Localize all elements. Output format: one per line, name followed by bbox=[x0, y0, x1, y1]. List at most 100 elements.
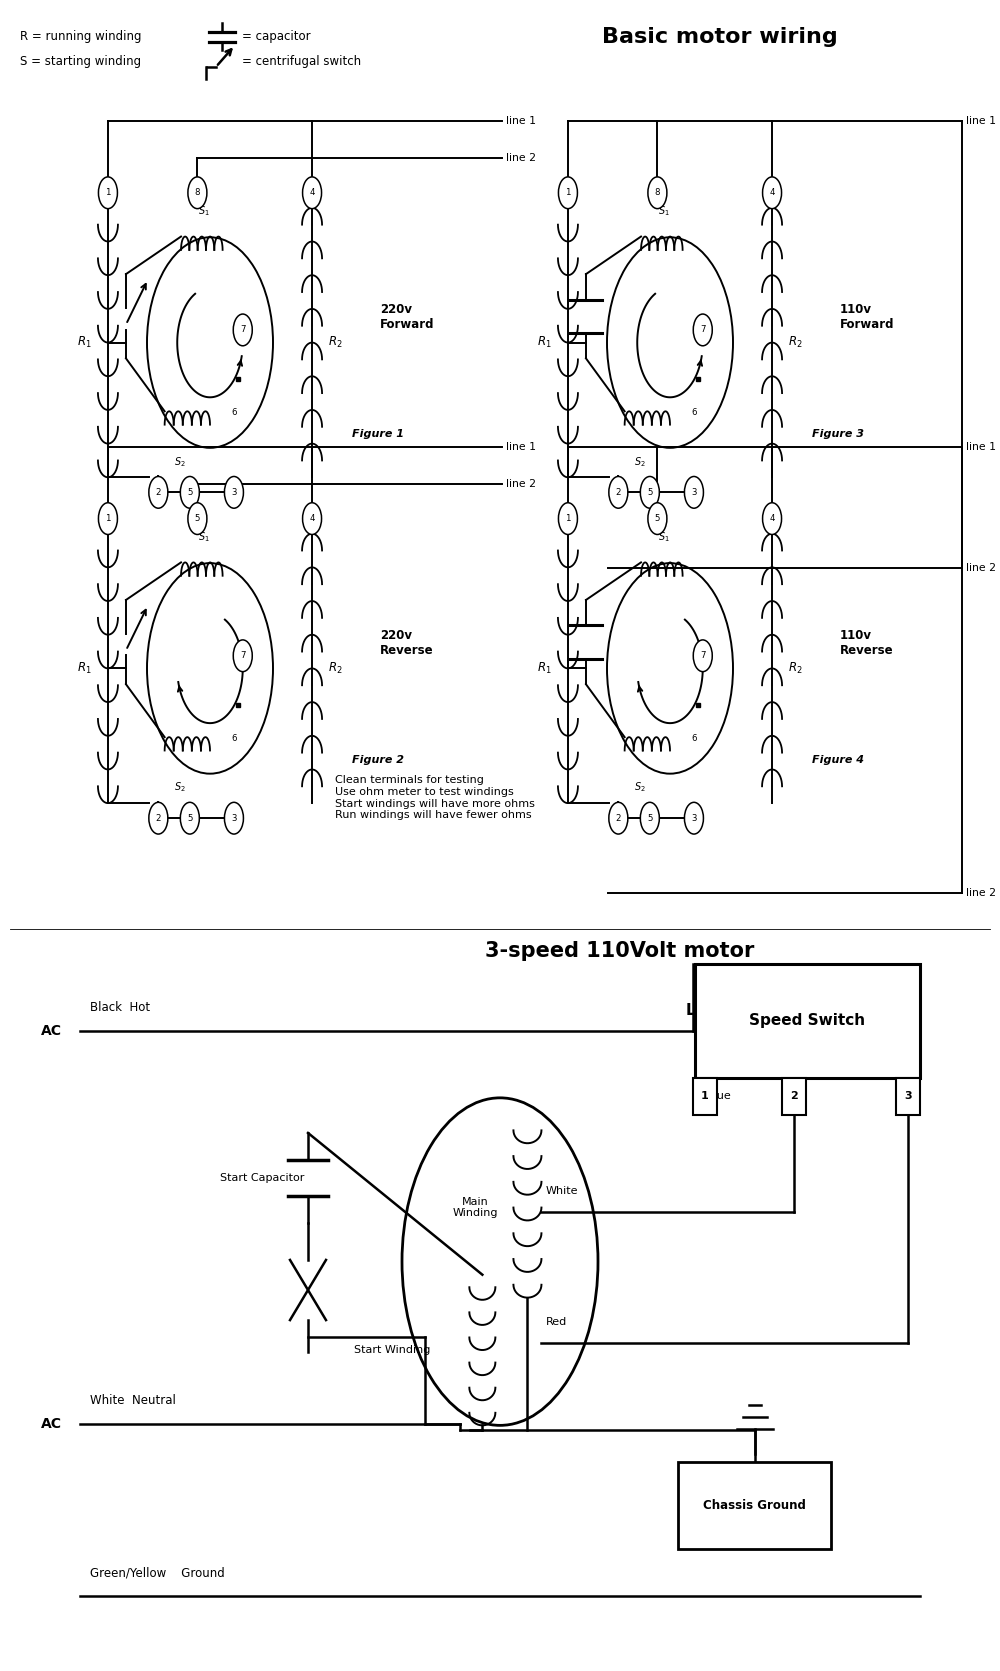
Text: L: L bbox=[686, 1003, 696, 1018]
Text: Green/Yellow    Ground: Green/Yellow Ground bbox=[90, 1566, 225, 1579]
Text: $S_2$: $S_2$ bbox=[174, 780, 186, 794]
Circle shape bbox=[149, 802, 168, 834]
Text: $R_1$: $R_1$ bbox=[537, 334, 552, 351]
Circle shape bbox=[558, 503, 577, 535]
Text: Figure 2: Figure 2 bbox=[352, 755, 404, 765]
Circle shape bbox=[98, 177, 117, 209]
Text: 7: 7 bbox=[700, 652, 706, 660]
Text: Start Winding: Start Winding bbox=[354, 1345, 431, 1355]
Text: Basic motor wiring: Basic motor wiring bbox=[602, 27, 838, 47]
Text: Speed Switch: Speed Switch bbox=[749, 1014, 866, 1028]
Circle shape bbox=[188, 177, 207, 209]
Circle shape bbox=[684, 476, 703, 508]
Circle shape bbox=[763, 177, 782, 209]
Text: line 2: line 2 bbox=[506, 478, 536, 488]
Text: 1: 1 bbox=[565, 515, 571, 523]
Circle shape bbox=[224, 802, 243, 834]
Text: $S_2$: $S_2$ bbox=[174, 455, 186, 468]
Text: line 2: line 2 bbox=[966, 563, 996, 573]
Text: Main
Winding: Main Winding bbox=[453, 1196, 498, 1218]
Circle shape bbox=[233, 640, 252, 672]
Text: 3: 3 bbox=[691, 488, 697, 496]
Circle shape bbox=[684, 802, 703, 834]
Text: R = running winding: R = running winding bbox=[20, 30, 142, 43]
Text: Blue: Blue bbox=[707, 1091, 732, 1101]
Circle shape bbox=[303, 503, 322, 535]
Circle shape bbox=[640, 476, 659, 508]
Text: 4: 4 bbox=[309, 189, 315, 197]
Text: Start Capacitor: Start Capacitor bbox=[220, 1173, 304, 1183]
Text: 220v
Reverse: 220v Reverse bbox=[380, 630, 434, 657]
Text: Red: Red bbox=[545, 1317, 567, 1327]
Text: 3: 3 bbox=[904, 1091, 912, 1101]
Circle shape bbox=[693, 640, 712, 672]
Circle shape bbox=[693, 314, 712, 346]
Text: 110v
Reverse: 110v Reverse bbox=[840, 630, 894, 657]
Text: 110v
Forward: 110v Forward bbox=[840, 304, 895, 331]
Text: 8: 8 bbox=[655, 189, 660, 197]
Text: 6: 6 bbox=[692, 734, 697, 742]
Text: $R_1$: $R_1$ bbox=[77, 660, 92, 677]
Text: 7: 7 bbox=[700, 326, 706, 334]
Text: 4: 4 bbox=[769, 189, 775, 197]
Text: 7: 7 bbox=[240, 652, 246, 660]
Bar bbox=[678, 1462, 831, 1549]
Text: 5: 5 bbox=[647, 488, 653, 496]
Circle shape bbox=[149, 476, 168, 508]
Text: Black  Hot: Black Hot bbox=[90, 1001, 150, 1014]
Text: 2: 2 bbox=[156, 814, 161, 822]
Text: Figure 4: Figure 4 bbox=[812, 755, 864, 765]
Text: = capacitor: = capacitor bbox=[242, 30, 311, 43]
Text: 4: 4 bbox=[309, 515, 315, 523]
Text: line 1: line 1 bbox=[966, 115, 996, 125]
Circle shape bbox=[558, 177, 577, 209]
Text: White  Neutral: White Neutral bbox=[90, 1394, 176, 1407]
Text: $R_2$: $R_2$ bbox=[328, 660, 343, 677]
Text: 5: 5 bbox=[187, 814, 193, 822]
Text: $S_2$: $S_2$ bbox=[634, 455, 646, 468]
Circle shape bbox=[303, 177, 322, 209]
Circle shape bbox=[640, 802, 659, 834]
Circle shape bbox=[180, 476, 199, 508]
Text: 7: 7 bbox=[240, 326, 246, 334]
Text: 2: 2 bbox=[156, 488, 161, 496]
Text: 5: 5 bbox=[655, 515, 660, 523]
Text: line 1: line 1 bbox=[966, 441, 996, 451]
Circle shape bbox=[233, 314, 252, 346]
Text: 2: 2 bbox=[616, 814, 621, 822]
Text: 6: 6 bbox=[232, 734, 237, 742]
Text: S = starting winding: S = starting winding bbox=[20, 55, 141, 69]
Bar bbox=[896, 1078, 920, 1115]
Text: 3: 3 bbox=[231, 814, 237, 822]
Circle shape bbox=[180, 802, 199, 834]
Text: 1: 1 bbox=[105, 189, 111, 197]
Text: Figure 3: Figure 3 bbox=[812, 429, 864, 439]
Text: White: White bbox=[545, 1186, 578, 1196]
Text: $R_2$: $R_2$ bbox=[788, 334, 803, 351]
Circle shape bbox=[648, 177, 667, 209]
Circle shape bbox=[763, 503, 782, 535]
Circle shape bbox=[609, 476, 628, 508]
Text: 3: 3 bbox=[231, 488, 237, 496]
Text: $R_2$: $R_2$ bbox=[788, 660, 803, 677]
Text: 1: 1 bbox=[565, 189, 571, 197]
Text: 6: 6 bbox=[692, 408, 697, 416]
Text: 2: 2 bbox=[616, 488, 621, 496]
Bar bbox=[693, 1078, 717, 1115]
Text: $S_1$: $S_1$ bbox=[198, 204, 210, 219]
Text: 8: 8 bbox=[195, 189, 200, 197]
Text: 1: 1 bbox=[701, 1091, 709, 1101]
Text: line 1: line 1 bbox=[506, 441, 536, 451]
Text: Chassis Ground: Chassis Ground bbox=[703, 1499, 806, 1512]
Text: 2: 2 bbox=[790, 1091, 798, 1101]
Text: 5: 5 bbox=[187, 488, 193, 496]
Text: $R_2$: $R_2$ bbox=[328, 334, 343, 351]
Text: $S_2$: $S_2$ bbox=[634, 780, 646, 794]
Text: = centrifugal switch: = centrifugal switch bbox=[242, 55, 361, 69]
Text: 1: 1 bbox=[105, 515, 111, 523]
Circle shape bbox=[224, 476, 243, 508]
Circle shape bbox=[609, 802, 628, 834]
Circle shape bbox=[648, 503, 667, 535]
Text: line 2: line 2 bbox=[966, 889, 996, 899]
Circle shape bbox=[188, 503, 207, 535]
